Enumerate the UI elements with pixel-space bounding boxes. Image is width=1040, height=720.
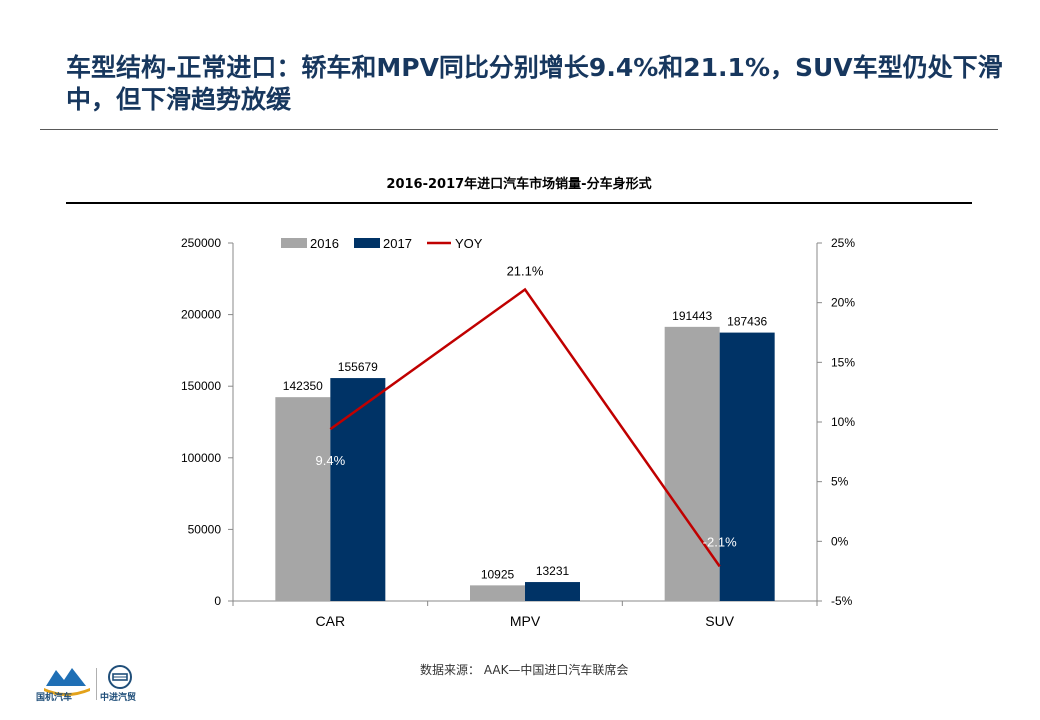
bar-2017-mpv <box>525 582 580 601</box>
cnimport-logo-icon <box>108 665 132 689</box>
y-left-tick-label: 250000 <box>181 236 221 250</box>
sinomach-logo-icon <box>44 668 90 696</box>
y-right-tick-label: 20% <box>831 296 855 310</box>
y-left-tick-label: 0 <box>214 594 221 608</box>
legend-label: YOY <box>455 236 483 251</box>
y-left-tick-label: 200000 <box>181 308 221 322</box>
y-right-tick-label: 5% <box>831 475 849 489</box>
y-right-tick-label: 0% <box>831 534 849 548</box>
bar-value-label: 187436 <box>727 315 767 329</box>
yoy-value-label: -2.1% <box>703 534 737 549</box>
chart-title-divider <box>66 202 972 204</box>
y-right-tick-label: -5% <box>831 594 853 608</box>
bar-2017-car <box>330 378 386 601</box>
bar-value-label: 155679 <box>338 360 378 374</box>
y-left-tick-label: 50000 <box>188 522 222 536</box>
bar-value-label: 10925 <box>481 567 515 581</box>
yoy-line <box>329 287 721 568</box>
legend-label: 2016 <box>310 236 339 251</box>
y-right-tick-label: 15% <box>831 355 855 369</box>
yoy-value-label: 9.4% <box>316 453 346 468</box>
bar-value-label: 142350 <box>283 379 323 393</box>
y-left-tick-label: 100000 <box>181 451 221 465</box>
bar-2017-suv <box>719 332 775 601</box>
x-category-label: CAR <box>316 613 346 629</box>
data-source-note: 数据来源： AAK—中国进口汽车联席会 <box>420 663 629 677</box>
bar-value-label: 13231 <box>536 564 570 578</box>
y-right-tick-label: 10% <box>831 415 855 429</box>
bar-value-label: 191443 <box>672 309 712 323</box>
legend-swatch-2017 <box>354 238 380 248</box>
x-category-label: SUV <box>705 613 734 629</box>
bar-2016-mpv <box>470 585 525 601</box>
x-category-label: MPV <box>510 613 541 629</box>
legend-label: 2017 <box>383 236 412 251</box>
page-title: 车型结构-正常进口：轿车和MPV同比分别增长9.4%和21.1%，SUV车型仍处… <box>66 53 1003 114</box>
logo-divider <box>96 668 97 700</box>
bar-2016-suv <box>664 326 720 601</box>
logo-right-label: 中进汽贸 <box>100 693 137 703</box>
chart-title: 2016-2017年进口汽车市场销量-分车身形式 <box>386 177 652 192</box>
title-divider <box>40 129 998 130</box>
y-right-tick-label: 25% <box>831 236 855 250</box>
logo-left-label: 国机汽车 <box>36 693 73 703</box>
y-left-tick-label: 150000 <box>181 379 221 393</box>
bar-2016-car <box>275 397 331 601</box>
legend-swatch-2016 <box>281 238 307 248</box>
yoy-value-label: 21.1% <box>507 264 544 279</box>
